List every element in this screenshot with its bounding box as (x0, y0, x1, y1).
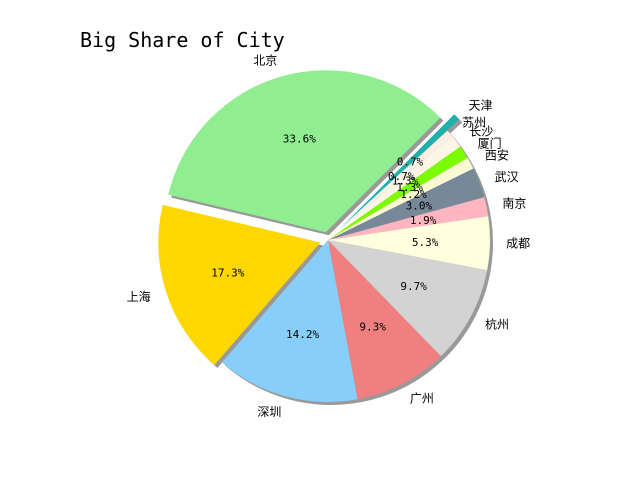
pie-value-label: 1.9% (410, 214, 437, 227)
pie-slice-e995bfe6b299 (328, 136, 461, 240)
pie-slice-e68890e983bd (328, 216, 490, 271)
pie-slice-e69dade5b79e (328, 240, 488, 357)
pie-value-label: 0.7% (397, 156, 424, 169)
pie-category-label: 广州 (410, 391, 434, 405)
pie-wedges (158, 70, 490, 402)
pie-category-label: 成都 (506, 237, 530, 251)
pie-value-label: 9.3% (359, 320, 386, 333)
pie-value-label: 9.7% (400, 280, 427, 293)
pie-slice-e6ada6e6b189 (328, 168, 485, 240)
chart-title: Big Share of City (80, 28, 285, 52)
pie-category-label: 长沙 (469, 124, 493, 138)
pie-slice-e88b8fe5b79e (328, 130, 453, 240)
pie-value-label: 1.3% (396, 181, 423, 194)
pie-slice-e5b9bfe5b79e (328, 240, 441, 400)
pie-value-label: 0.7% (388, 170, 415, 183)
pie-value-label: 1.2% (400, 188, 427, 201)
pie-value-label: 14.2% (286, 328, 319, 341)
pie-slice-e4b88ae6b5b7 (158, 204, 321, 366)
pie-slice-e8a5bfe5ae89 (328, 157, 474, 240)
pie-category-label: 武汉 (495, 170, 519, 184)
pie-value-label: 5.3% (412, 236, 439, 249)
pie-slice-e5a4a9e6b4a5 (339, 114, 460, 229)
pie-slice-e58ea6e997a8 (328, 146, 468, 240)
pie-category-label: 北京 (253, 54, 277, 68)
pie-value-label: 1.3% (392, 175, 419, 188)
pie-category-label: 上海 (127, 289, 151, 304)
pie-value-label: 33.6% (283, 133, 316, 146)
pie-value-label: 3.0% (406, 200, 433, 213)
pie-slice-e58d97e4baac (328, 197, 489, 240)
pie-category-label: 南京 (502, 195, 526, 210)
pie-slice-e6b7b1e59cb3 (222, 240, 358, 402)
pie-category-label: 杭州 (485, 316, 509, 331)
pie-value-label: 17.3% (211, 266, 244, 279)
pie-slice-e58c97e4baac (168, 70, 441, 233)
pie-category-label: 苏州 (462, 116, 486, 130)
pie-labels: 33.6% 北京 17.3% 上海 14.2% 深圳 9.3% 广州 9.7% 杭州 5.3% 成都 1… (127, 54, 531, 419)
pie-category-label: 深圳 (257, 405, 281, 419)
pie-category-label: 天津 (468, 99, 492, 113)
pie-category-label: 厦门 (478, 135, 502, 150)
pie-category-label: 西安 (485, 147, 509, 162)
